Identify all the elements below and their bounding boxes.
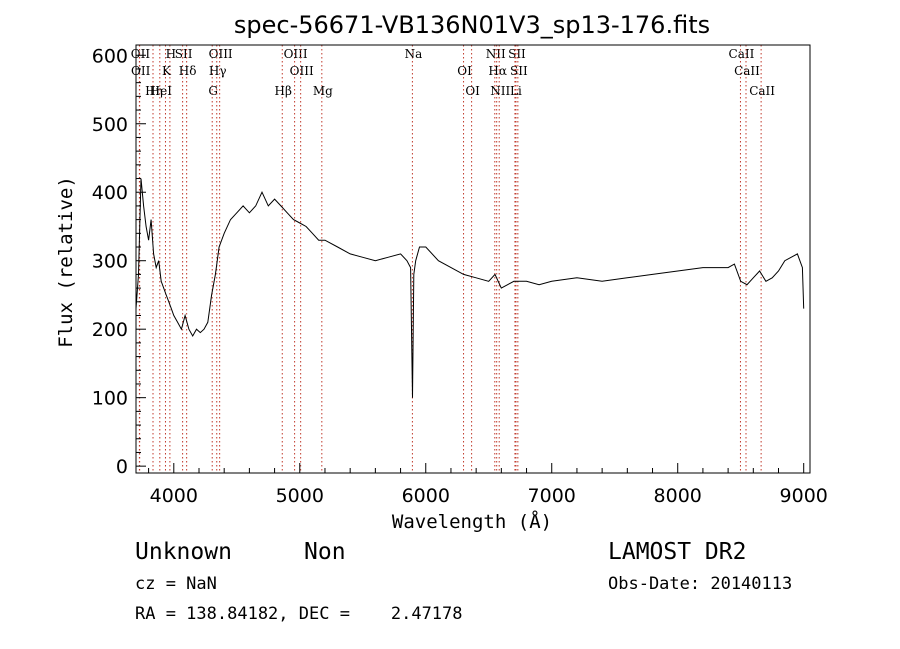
- line-id-label: Hη: [145, 84, 163, 98]
- x-axis-label: Wavelength (Å): [392, 510, 552, 533]
- line-id-label: OIII: [209, 47, 233, 61]
- y-tick-label: 500: [92, 114, 128, 136]
- object-class: Unknown: [135, 539, 232, 565]
- x-axis: 4000 5000 6000 7000 8000 9000: [148, 463, 828, 507]
- object-subclass: Non: [304, 539, 346, 565]
- y-tick-label: 100: [92, 388, 128, 410]
- plot-frame: [135, 44, 811, 474]
- y-tick-label: 400: [92, 182, 128, 204]
- line-identifications: OII OII Hη HK HeI SII Hδ G OIII Hγ Hβ OIII OIII Mg Na O…: [131, 45, 775, 473]
- redshift-cz: cz = NaN: [135, 574, 217, 594]
- line-id-label: SII: [508, 47, 526, 61]
- line-id-label: K: [162, 64, 172, 78]
- obs-date: Obs-Date: 20140113: [608, 574, 792, 594]
- survey-name: LAMOST DR2: [608, 539, 746, 565]
- line-id-label: OII: [131, 47, 151, 61]
- line-id-label: Na: [405, 47, 423, 61]
- line-id-label: NII: [490, 84, 510, 98]
- line-id-label: OIII: [284, 47, 308, 61]
- y-axis: 0 100 200 300 400 500 600: [92, 45, 146, 478]
- y-axis-label: Flux (relative): [55, 176, 77, 348]
- x-tick-label: 4000: [150, 485, 198, 507]
- x-tick-label: 6000: [402, 485, 450, 507]
- x-tick-label: 7000: [528, 485, 576, 507]
- line-id-label: Li: [510, 84, 522, 98]
- x-tick-label: 8000: [654, 485, 702, 507]
- line-id-label: CaII: [729, 47, 755, 61]
- y-tick-label: 200: [92, 319, 128, 341]
- line-id-label: Hδ: [179, 64, 197, 78]
- line-id-label: SII: [510, 64, 528, 78]
- line-id-label: OI: [465, 84, 480, 98]
- line-id-label: OII: [131, 64, 151, 78]
- line-id-label: OI: [457, 64, 472, 78]
- line-id-label: OIII: [290, 64, 314, 78]
- line-id-label: CaII: [749, 84, 775, 98]
- x-tick-label: 9000: [780, 485, 828, 507]
- line-id-label: NII: [486, 47, 506, 61]
- y-tick-label: 600: [92, 45, 128, 67]
- spectrum-series-line: [135, 178, 805, 398]
- line-id-label: Hγ: [209, 64, 227, 78]
- chart-title: spec-56671-VB136N01V3_sp13-176.fits: [234, 11, 710, 39]
- line-id-label: Mg: [313, 84, 333, 98]
- line-id-label: H: [166, 47, 176, 61]
- coordinates: RA = 138.84182, DEC = 2.47178: [135, 604, 463, 624]
- line-id-label: Hα: [488, 64, 507, 78]
- y-tick-label: 300: [92, 251, 128, 273]
- line-id-label: HeI: [150, 84, 173, 98]
- x-tick-label: 5000: [276, 485, 324, 507]
- line-id-label: SII: [175, 47, 193, 61]
- y-tick-label: 0: [116, 456, 128, 478]
- line-id-label: G: [208, 84, 218, 98]
- line-id-label: CaII: [734, 64, 760, 78]
- line-id-label: Hβ: [275, 84, 292, 98]
